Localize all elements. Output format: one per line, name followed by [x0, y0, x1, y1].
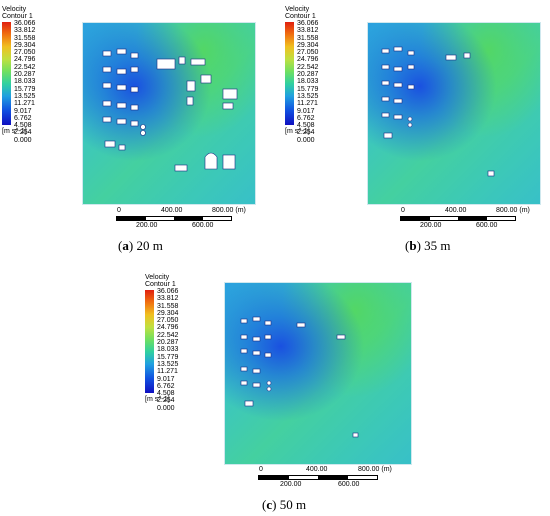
scale-tick-0: 0 [259, 466, 263, 473]
legend-labels: 36.066 33.812 31.558 29.304 27.050 24.796 22.5… [157, 288, 178, 412]
legend-value: 11.271 [297, 100, 318, 108]
velocity-contour-c [224, 282, 412, 465]
legend-value: 24.796 [157, 324, 179, 332]
legend-value: 24.796 [14, 56, 36, 64]
legend-value: 2.254 [14, 129, 32, 137]
caption-b: (b) 35 m [405, 238, 451, 253]
legend-title: Velocity Contour 1 [285, 6, 316, 20]
legend-value: 36.066 [14, 20, 36, 27]
legend-value: 11.271 [14, 100, 35, 108]
velocity-contour-a [82, 22, 256, 205]
legend-value: 33.812 [14, 27, 36, 35]
legend-value: 15.779 [297, 85, 319, 93]
legend-colorbar [285, 22, 294, 125]
legend-value: 18.033 [157, 346, 179, 354]
legend-value: 6.762 [14, 114, 32, 122]
building-footprints-a [102, 48, 238, 172]
legend-value: 31.558 [157, 302, 179, 310]
legend-value: 2.254 [157, 397, 175, 405]
legend-value: 2.254 [297, 129, 315, 137]
legend-labels: 36.066 33.812 31.558 29.304 27.050 24.796 22.5… [14, 20, 35, 144]
legend-title: Velocity Contour 1 [2, 6, 33, 20]
building-footprints-b [381, 46, 495, 177]
scale-tick-200: 200.00 [420, 222, 442, 229]
scale-tick-600: 600.00 [192, 222, 214, 229]
caption-c: (c) 50 m [262, 497, 307, 512]
legend-value: 11.271 [157, 368, 178, 376]
legend-value: 20.287 [14, 71, 36, 79]
legend-value: 9.017 [157, 375, 175, 383]
legend-value: 22.542 [297, 63, 319, 71]
legend-value: 22.542 [157, 331, 179, 339]
velocity-contour-b [367, 22, 541, 205]
legend-value: 9.017 [14, 107, 32, 115]
scale-tick-800: 800.00 (m) [358, 466, 392, 473]
legend-colorbar [145, 290, 154, 393]
legend-value: 18.033 [297, 78, 319, 86]
scale-bar-a: 0 400.00 800.00 (m) 200.00 600.00 [116, 207, 266, 237]
scale-tick-400: 400.00 [306, 466, 328, 473]
legend-value: 18.033 [14, 78, 36, 86]
legend-value: 13.525 [157, 360, 179, 368]
scale-ruler [258, 475, 378, 480]
legend-title: Velocity Contour 1 [145, 274, 176, 288]
caption-a: (a) 20 m [118, 238, 163, 253]
legend-labels: 36.066 33.812 31.558 29.304 27.050 24.796 22.5… [297, 20, 318, 144]
legend-value: 6.762 [297, 114, 315, 122]
legend-value: 6.762 [157, 382, 175, 390]
legend-value: 29.304 [14, 41, 36, 49]
legend-unit: [m s^-1] [145, 396, 170, 403]
scale-bar-c: 0 400.00 800.00 (m) 200.00 600.00 [258, 466, 418, 496]
scale-tick-400: 400.00 [161, 207, 183, 214]
legend-value: 27.050 [297, 49, 319, 57]
legend-value: 13.525 [14, 92, 36, 100]
scale-ruler [400, 216, 516, 221]
legend-value: 22.542 [14, 63, 36, 71]
legend-value: 0.000 [157, 404, 175, 412]
legend-value: 0.000 [14, 136, 32, 144]
scale-tick-800: 800.00 (m) [496, 207, 530, 214]
legend-value: 9.017 [297, 107, 315, 115]
legend-value: 24.796 [297, 56, 319, 64]
legend-value: 4.508 [297, 122, 315, 130]
legend-value: 20.287 [157, 339, 179, 347]
legend-value: 33.812 [157, 295, 179, 303]
scale-ruler [116, 216, 232, 221]
legend-value: 4.508 [157, 390, 175, 398]
scale-tick-200: 200.00 [136, 222, 158, 229]
legend-value: 36.066 [297, 20, 319, 27]
legend-value: 0.000 [297, 136, 315, 144]
scale-tick-600: 600.00 [476, 222, 498, 229]
legend-value: 20.287 [297, 71, 319, 79]
legend-value: 36.066 [157, 288, 179, 295]
legend-value: 31.558 [14, 34, 36, 42]
building-footprints-c [240, 316, 359, 438]
scale-bar-b: 0 400.00 800.00 (m) 200.00 600.00 [400, 207, 550, 237]
legend-colorbar [2, 22, 11, 125]
scale-tick-200: 200.00 [280, 481, 302, 488]
legend-value: 29.304 [297, 41, 319, 49]
scale-tick-0: 0 [117, 207, 121, 214]
legend-value: 4.508 [14, 122, 32, 130]
scale-tick-600: 600.00 [338, 481, 360, 488]
scale-tick-0: 0 [401, 207, 405, 214]
legend-value: 27.050 [157, 317, 179, 325]
legend-value: 29.304 [157, 309, 179, 317]
legend-unit: [m s^-1] [285, 128, 310, 135]
legend-value: 31.558 [297, 34, 319, 42]
legend-value: 33.812 [297, 27, 319, 35]
legend-value: 13.525 [297, 92, 319, 100]
legend-value: 27.050 [14, 49, 36, 57]
scale-tick-800: 800.00 (m) [212, 207, 246, 214]
legend-unit: [m s^-1] [2, 128, 27, 135]
legend-value: 15.779 [14, 85, 36, 93]
scale-tick-400: 400.00 [445, 207, 467, 214]
legend-value: 15.779 [157, 353, 179, 361]
